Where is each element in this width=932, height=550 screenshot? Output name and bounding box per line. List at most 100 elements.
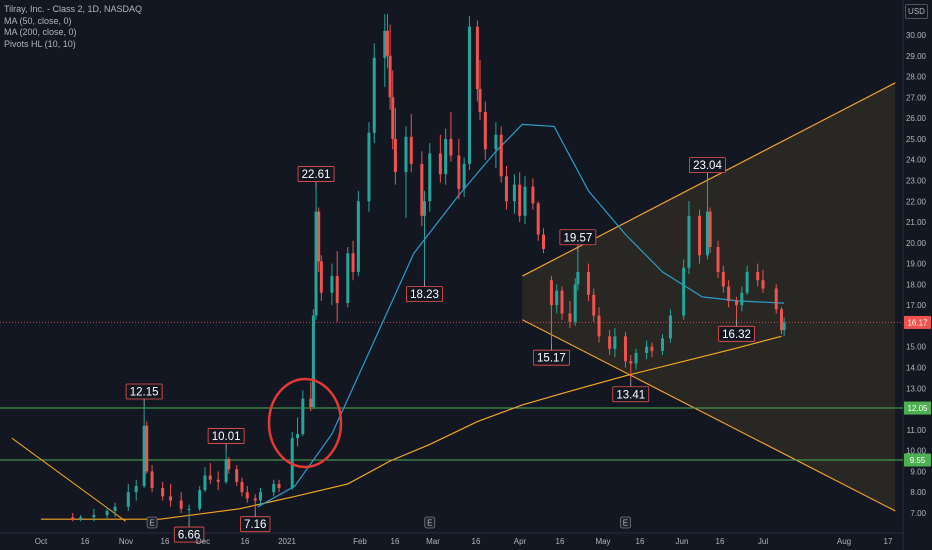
candle-body (761, 280, 765, 289)
pivot-box (533, 349, 570, 366)
symbol-title[interactable]: Tilray, Inc. - Class 2, 1D, NASDAQ (4, 4, 143, 14)
candle (457, 138, 461, 200)
earnings-marker-box (146, 516, 158, 529)
candle-body (145, 425, 149, 472)
candle (573, 278, 577, 326)
candle-body (780, 309, 784, 331)
pivot-label: 18.23 (410, 289, 439, 301)
candle (409, 113, 413, 173)
price-tick-label: 13.00 (906, 384, 927, 393)
price-tick-label: 17.00 (906, 301, 927, 310)
candle (134, 479, 138, 501)
candle (330, 263, 334, 306)
time-tick-label: Nov (119, 537, 133, 546)
candle (716, 240, 720, 279)
candle-body (428, 153, 432, 202)
price-tick-label: 21.00 (906, 218, 927, 227)
candle (71, 513, 75, 522)
price-label-text: 12.05 (907, 404, 928, 413)
candle (705, 179, 709, 260)
ma200-legend[interactable]: MA (200, close, 0) (4, 27, 77, 37)
candle-body (105, 510, 109, 516)
pivot-high: 10.01 (207, 428, 245, 451)
candle-body (383, 30, 387, 58)
wedge-lower-line (522, 319, 896, 512)
price-label-box (904, 453, 931, 467)
candle (208, 463, 212, 484)
candle-body (721, 271, 725, 287)
price-tick-label: 15.00 (906, 343, 927, 352)
candle (142, 405, 146, 489)
candle (161, 481, 165, 501)
candle-body (735, 301, 739, 306)
candle (727, 280, 731, 308)
candle-body (634, 352, 638, 364)
price-tick-label: 20.00 (906, 239, 927, 248)
currency-badge[interactable]: USD (905, 4, 928, 19)
candle (253, 494, 257, 510)
pivot-label: 23.04 (693, 160, 722, 172)
pivot-label: 22.61 (302, 169, 331, 181)
candle (79, 515, 83, 522)
candle (756, 263, 760, 287)
candle (735, 296, 739, 320)
candle-body (245, 492, 249, 499)
candle (309, 382, 313, 412)
candle (721, 265, 725, 293)
candle-body (592, 294, 596, 316)
candle-body (161, 488, 165, 497)
candle-body (169, 496, 173, 501)
candle (145, 421, 149, 474)
candle (541, 228, 545, 254)
time-axis[interactable]: Oct 16 Nov 16 Dec 16 2021 Feb 16 Mar 16 Apr 16 May 16 J… (35, 537, 893, 546)
price-tick-label: 26.00 (906, 114, 927, 123)
time-tick-label: Aug (837, 537, 851, 546)
candle-body (150, 471, 154, 489)
earnings-marker-box (424, 516, 436, 529)
chart-legend[interactable]: Tilray, Inc. - Class 2, 1D, NASDAQ MA (5… (4, 4, 142, 50)
ma200-line (41, 335, 782, 520)
candle (277, 479, 281, 493)
candle-body (573, 284, 577, 322)
pivot-box (559, 229, 597, 246)
candle-body (645, 346, 649, 353)
price-axis-labels: 16.17 12.05 9.55 (904, 315, 931, 467)
candle (216, 471, 220, 491)
pivot-low: 16.32 (718, 319, 755, 342)
ma50-legend[interactable]: MA (50, close, 0) (4, 15, 72, 26)
candle (668, 309, 672, 343)
pivot-box (612, 386, 650, 403)
pivot-box (718, 325, 755, 342)
price-tick-label: 10.00 (906, 447, 927, 456)
highlight-circle[interactable] (267, 377, 343, 469)
candle (774, 284, 778, 314)
candle (555, 284, 559, 314)
candle-body (512, 184, 516, 202)
candle (613, 328, 617, 358)
horizontal-levels[interactable] (0, 321, 903, 461)
price-axis[interactable]: 30.00 29.00 28.00 27.00 26.00 25.00 24.00 23.00… (906, 31, 927, 518)
candle (576, 251, 580, 291)
candle-body (385, 30, 389, 56)
candle-body (277, 483, 281, 489)
time-tick-label: May (595, 537, 610, 546)
candle (240, 477, 244, 497)
candle (346, 246, 350, 308)
candle-body (319, 261, 323, 293)
pivots-legend[interactable]: Pivots HL (10, 10) (4, 38, 76, 49)
time-tick-label: 16 (716, 537, 725, 546)
pivot-high: 22.61 (297, 166, 335, 189)
candle-body (494, 134, 498, 150)
pivot-label: 16.32 (722, 329, 751, 341)
candle (356, 190, 360, 277)
candle (388, 24, 392, 110)
candle (245, 485, 249, 503)
candle (105, 506, 109, 520)
earnings-marker-label: E (149, 519, 154, 528)
price-tick-label: 18.00 (906, 280, 927, 289)
candle-body (409, 136, 413, 164)
candle-body (198, 490, 202, 509)
candle (290, 431, 294, 491)
price-tick-label: 7.00 (910, 509, 926, 518)
